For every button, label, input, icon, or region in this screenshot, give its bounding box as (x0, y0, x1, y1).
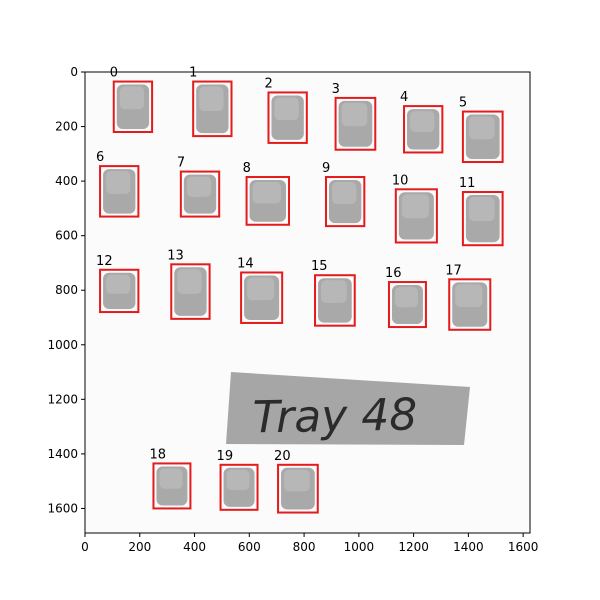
y-tick-label: 1000 (47, 338, 78, 352)
bounding-box-3 (334, 96, 377, 151)
bounding-box-1 (192, 80, 233, 138)
seed-highlight-14 (247, 277, 275, 301)
bounding-box-14 (240, 271, 284, 324)
bounding-box-11 (461, 191, 504, 247)
seed-highlight-15 (321, 280, 347, 303)
seed-highlight-19 (226, 469, 250, 491)
seed-highlight-5 (468, 116, 495, 140)
bounding-box-6 (99, 165, 140, 218)
x-tick-label: 1400 (453, 540, 484, 554)
x-tick-label: 400 (183, 540, 206, 554)
seed-layer (103, 84, 500, 510)
bounding-box-15 (314, 274, 356, 327)
bounding-box-9 (324, 176, 366, 228)
seed-highlight-1 (199, 86, 224, 112)
box-label-1: 1 (189, 66, 197, 81)
y-tick-label: 1600 (47, 501, 78, 515)
x-tick-label: 800 (293, 540, 316, 554)
seed-highlight-13 (177, 269, 202, 294)
seed-highlight-10 (401, 194, 429, 219)
seed-highlight-0 (119, 86, 145, 110)
tray-label-paper (226, 372, 470, 445)
bounding-box-4 (403, 105, 444, 154)
x-tick-label: 1200 (398, 540, 429, 554)
seed-highlight-8 (252, 182, 282, 204)
bounding-box-19 (219, 463, 259, 511)
box-label-3: 3 (332, 82, 340, 97)
y-axis: 0 200 400 600 800 1000 1200 1400 1600 (47, 65, 85, 515)
seed-highlight-9 (331, 182, 357, 205)
x-tick-label: 200 (128, 540, 151, 554)
bounding-box-7 (179, 170, 221, 218)
box-label-18: 18 (149, 447, 166, 462)
box-label-2: 2 (264, 76, 272, 91)
box-label-7: 7 (177, 156, 185, 171)
seed-highlight-12 (106, 274, 131, 294)
seed-highlight-4 (410, 111, 435, 132)
box-label-13: 13 (167, 248, 184, 263)
box-label-5: 5 (459, 96, 467, 111)
seed-highlight-3 (341, 102, 368, 127)
seed-highlight-20 (284, 469, 310, 492)
seed-highlight-2 (274, 97, 299, 121)
box-label-11: 11 (459, 176, 476, 191)
bounding-box-0 (112, 80, 154, 134)
bounding-box-12 (99, 268, 140, 314)
seed-highlight-17 (455, 284, 483, 308)
bounding-box-13 (170, 263, 211, 320)
seed-highlight-18 (159, 468, 183, 489)
y-tick-label: 600 (55, 229, 78, 243)
bounding-box-20 (277, 463, 319, 514)
x-axis: 0 200 400 600 800 1000 1200 1400 1600 (81, 533, 538, 554)
y-tick-label: 1200 (47, 392, 78, 406)
box-label-8: 8 (243, 161, 251, 176)
seed-highlight-7 (186, 176, 212, 197)
bounding-box-8 (245, 176, 291, 226)
seed-highlight-11 (468, 197, 495, 221)
box-label-14: 14 (237, 256, 254, 271)
x-tick-label: 1000 (344, 540, 375, 554)
y-tick-label: 400 (55, 174, 78, 188)
box-label-4: 4 (400, 90, 408, 105)
x-tick-label: 600 (238, 540, 261, 554)
box-label-10: 10 (392, 173, 409, 188)
y-tick-label: 0 (70, 65, 78, 79)
box-label-15: 15 (311, 259, 328, 274)
x-tick-label: 0 (81, 540, 89, 554)
seed-highlight-6 (106, 171, 131, 194)
y-tick-label: 800 (55, 283, 78, 297)
box-label-17: 17 (445, 263, 462, 278)
box-label-6: 6 (96, 150, 104, 165)
x-tick-label: 1600 (508, 540, 539, 554)
seed-highlight-16 (394, 287, 418, 308)
y-tick-label: 200 (55, 120, 78, 134)
tray-label-card: Tray 48 (226, 372, 470, 445)
tray-label-text: Tray 48 (252, 390, 417, 444)
bounding-box-17 (448, 278, 492, 331)
axes-frame (84, 71, 531, 534)
box-label-16: 16 (385, 266, 402, 281)
box-label-19: 19 (217, 449, 234, 464)
box-label-12: 12 (96, 254, 113, 269)
bounding-box-16 (387, 281, 427, 329)
bounding-box-18 (152, 462, 192, 510)
bounding-box-5 (461, 110, 504, 164)
box-label-20: 20 (274, 449, 291, 464)
box-label-0: 0 (110, 66, 118, 81)
box-label-9: 9 (322, 161, 330, 176)
y-tick-label: 1400 (47, 447, 78, 461)
bounding-box-2 (267, 91, 308, 144)
bounding-box-10 (394, 188, 438, 244)
